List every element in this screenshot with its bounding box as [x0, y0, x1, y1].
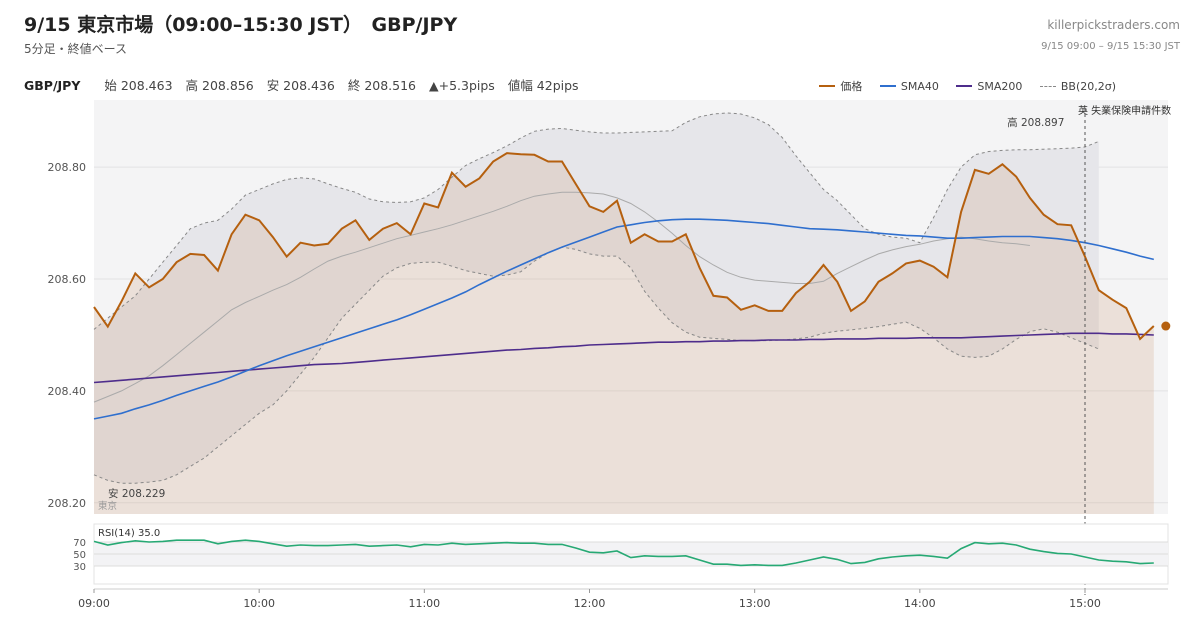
x-tick-label: 12:00: [574, 597, 606, 610]
legend-label-price: 価格: [840, 80, 863, 93]
x-tick-label: 15:00: [1069, 597, 1101, 610]
legend-item-sma200[interactable]: SMA200: [956, 80, 1022, 93]
legend-swatch-sma200: [956, 85, 973, 87]
bb-upper-line: [93, 112, 1099, 330]
legend-label-sma200: SMA200: [977, 79, 1023, 93]
bb-band-fill: [94, 112, 1099, 484]
x-tick-label: 14:00: [904, 597, 936, 610]
x-tick-label: 10:00: [243, 597, 275, 610]
legend-label-sma40: SMA40: [900, 79, 939, 93]
event-label: 英 失業保険申請件数: [1078, 104, 1171, 117]
rsi-tick-label: 30: [73, 562, 86, 573]
page-subtitle: 5分足・終値ベース: [24, 42, 128, 56]
chart-legend: 価格 SMA40 SMA200 BB(20,2σ): [805, 77, 1116, 94]
legend-item-price[interactable]: 価格: [819, 78, 862, 94]
change-value: ▲+5.3pips: [429, 78, 495, 93]
legend-item-bb[interactable]: BB(20,2σ): [1039, 80, 1116, 93]
last-price-marker: [1161, 321, 1171, 331]
x-tick-label: 11:00: [408, 597, 440, 610]
page-title: 9/15 東京市場（09:00–15:30 JST） GBP/JPY: [24, 14, 458, 36]
price-line: [93, 152, 1155, 341]
legend-label-bb: BB(20,2σ): [1060, 80, 1116, 93]
x-tick-label: 09:00: [78, 597, 110, 610]
rsi-title: RSI(14) 35.0: [98, 528, 160, 539]
low-value: 安 208.436: [266, 78, 335, 93]
close-value: 終 208.516: [347, 78, 417, 93]
x-tick-label: 13:00: [739, 597, 771, 610]
y-tick-label: 208.20: [48, 497, 87, 510]
date-range: 9/15 09:00 – 9/15 15:30 JST: [1041, 41, 1180, 52]
sma200-line: [93, 332, 1154, 384]
legend-swatch-sma40: [879, 85, 896, 87]
brand-link[interactable]: killerpickstraders.com: [1047, 18, 1180, 32]
bb-lower-line: [93, 246, 1099, 484]
legend-swatch-price: [819, 85, 836, 87]
bb-mid-line: [93, 191, 1030, 403]
sma40-line: [93, 218, 1154, 420]
price-area-fill: [94, 153, 1154, 514]
y-tick-label: 208.60: [48, 273, 87, 286]
y-tick-label: 208.40: [48, 385, 87, 398]
open-value: 始 208.463: [104, 78, 173, 93]
symbol-label: GBP/JPY: [24, 78, 81, 93]
rsi-tick-label: 50: [73, 550, 86, 561]
ohlc-info-bar: GBP/JPY 始 208.463 高 208.856 安 208.436 終 …: [24, 75, 588, 94]
rsi-line: [93, 539, 1154, 567]
session-label: 東京: [98, 500, 117, 512]
y-tick-label: 208.80: [48, 161, 87, 174]
high-value: 高 208.856: [185, 78, 254, 93]
legend-swatch-bb: [1039, 86, 1056, 87]
high-annotation: 高 208.897: [1007, 116, 1064, 129]
low-annotation: 安 208.229: [108, 487, 165, 500]
rsi-tick-label: 70: [73, 538, 86, 549]
legend-item-sma40[interactable]: SMA40: [879, 79, 939, 93]
range-value: 値幅 42pips: [507, 78, 579, 93]
